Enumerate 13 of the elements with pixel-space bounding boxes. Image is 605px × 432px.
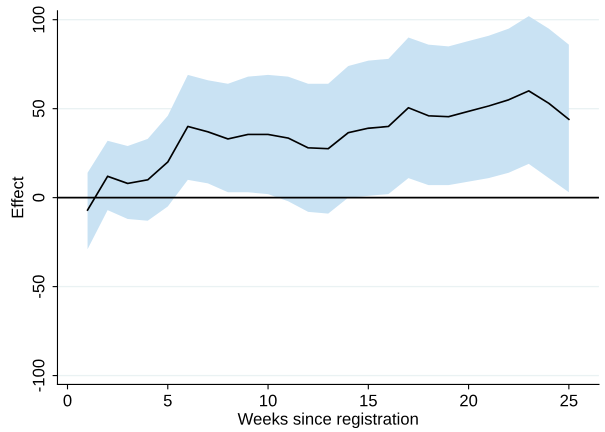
- x-axis-title: Weeks since registration: [238, 412, 418, 428]
- y-tick-label: -100: [32, 360, 44, 392]
- y-tick-label: 50: [32, 100, 44, 118]
- x-tick-label: 0: [64, 394, 72, 406]
- y-axis-title: Effect: [11, 176, 24, 218]
- x-tick-label: 10: [260, 394, 277, 406]
- x-tick-label: 20: [460, 394, 478, 406]
- x-tick-label: 15: [360, 394, 377, 406]
- y-tick-label: 100: [32, 6, 44, 32]
- x-tick-label: 5: [164, 394, 172, 406]
- x-tick-label: 25: [560, 394, 578, 406]
- y-tick-label: -50: [32, 275, 44, 298]
- y-tick-label: 0: [32, 194, 44, 202]
